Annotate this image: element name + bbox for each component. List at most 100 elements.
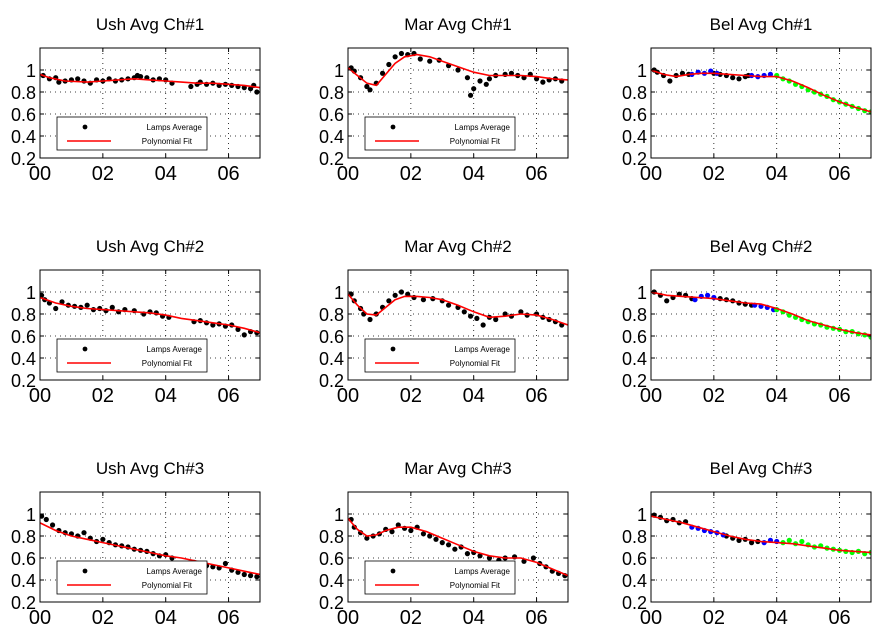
y-tick-label: 0.2 (622, 371, 647, 391)
x-tick-label: 06 (828, 607, 850, 626)
data-point (452, 546, 458, 552)
data-point (367, 316, 373, 323)
legend-label: Lamps Average (147, 345, 203, 354)
data-point (692, 297, 698, 303)
legend: Lamps Average Polynomial Fit (56, 116, 208, 151)
data-point (364, 535, 370, 541)
fit-line (40, 296, 260, 334)
x-tick-label: 04 (766, 607, 788, 626)
legend-marker-dot (82, 346, 88, 352)
legend: Lamps Average Polynomial Fit (56, 338, 208, 373)
y-tick-label: 1 (334, 61, 344, 81)
x-tick-label: 06 (525, 163, 547, 185)
y-tick-label: 0.8 (622, 527, 647, 547)
axes-frame (650, 491, 872, 603)
y-tick-label: 0.6 (319, 105, 344, 125)
y-tick-label: 0.2 (622, 149, 647, 169)
data-layer (348, 50, 568, 98)
subplot-title: Ush Avg Ch#3 (96, 459, 204, 478)
axes-frame (39, 269, 261, 381)
data-layer (348, 289, 568, 328)
y-tick-label: 1 (26, 283, 36, 303)
data-point (40, 513, 45, 519)
data-point (398, 289, 405, 295)
data-point (405, 291, 411, 297)
subplot-8: 00 02 04 06 0.20.40.60.81 Mar Avg Ch#3 Lamps A… (319, 459, 569, 626)
data-point (518, 309, 524, 315)
data-point (493, 316, 499, 323)
data-point (486, 76, 493, 82)
data-point (40, 292, 45, 298)
y-tick-label: 0.6 (319, 549, 344, 569)
x-tick-label: 04 (155, 385, 177, 407)
axes-frame (347, 269, 569, 381)
y-tick-label: 0.4 (319, 349, 344, 369)
data-point (464, 75, 471, 81)
data-point (480, 322, 486, 328)
data-layer (348, 516, 568, 579)
x-tick-label: 02 (703, 385, 725, 407)
data-point (667, 78, 673, 84)
legend-label: Polynomial Fit (142, 581, 193, 590)
legend: Lamps Average Polynomial Fit (364, 338, 516, 373)
data-point (389, 529, 395, 535)
axes-frame (347, 47, 569, 159)
legend-box (56, 338, 208, 373)
x-tick-label: 02 (92, 385, 114, 407)
x-tick-label: 04 (463, 385, 485, 407)
data-point (748, 540, 755, 546)
y-tick-label: 0.6 (11, 105, 36, 125)
x-tick-label: 02 (400, 607, 422, 626)
legend-label: Lamps Average (455, 345, 511, 354)
x-tick-label: 06 (525, 385, 547, 407)
y-tick-label: 0.8 (319, 527, 344, 547)
y-tick-label: 1 (637, 61, 647, 81)
data-point (477, 553, 483, 559)
fit-line (40, 73, 260, 89)
data-point (49, 522, 56, 528)
data-point (392, 292, 398, 298)
subplot-4: 00 02 04 06 0.20.40.60.81 Ush Avg Ch#2 Lamps A… (11, 237, 261, 407)
subplot-title: Ush Avg Ch#2 (96, 237, 204, 256)
y-tick-label: 0.8 (319, 305, 344, 325)
x-tick-label: 04 (155, 163, 177, 185)
subplot-title: Mar Avg Ch#2 (404, 237, 511, 256)
data-point (364, 83, 370, 90)
x-tick-label: 00 (640, 163, 662, 185)
x-tick-label: 04 (463, 163, 485, 185)
y-tick-label: 0.2 (11, 371, 36, 391)
legend-marker-dot (390, 124, 396, 130)
legend-marker-dot (82, 124, 88, 130)
subplot-6: 00 02 04 06 0.20.40.60.81 Bel Avg Ch#2 (622, 237, 872, 407)
y-tick-label: 0.8 (622, 83, 647, 103)
data-point (799, 538, 805, 545)
x-tick-label: 02 (400, 385, 422, 407)
axes-frame (650, 47, 872, 159)
y-tick-label: 0.4 (622, 127, 647, 147)
y-tick-label: 0.2 (319, 149, 344, 169)
data-point (433, 536, 439, 542)
subplot-title: Bel Avg Ch#2 (710, 237, 813, 256)
subplot-title: Mar Avg Ch#3 (404, 459, 511, 478)
legend-box (364, 338, 516, 373)
legend-label: Polynomial Fit (450, 359, 501, 368)
x-tick-label: 06 (828, 163, 850, 185)
x-tick-label: 06 (217, 163, 239, 185)
data-point (379, 70, 386, 76)
legend-label: Polynomial Fit (142, 137, 193, 146)
x-tick-label: 02 (703, 607, 725, 626)
legend-label: Polynomial Fit (450, 581, 501, 590)
data-point (467, 313, 474, 319)
data-point (530, 555, 537, 561)
fit-line (348, 293, 568, 326)
data-point (540, 79, 546, 85)
data-point (664, 298, 670, 304)
legend-box (56, 116, 208, 151)
data-point (100, 536, 106, 542)
data-point (137, 74, 144, 80)
x-tick-label: 00 (29, 163, 51, 185)
data-point (730, 75, 736, 81)
subplot-9: 00 02 04 06 0.20.40.60.81 Bel Avg Ch#3 (622, 459, 872, 626)
y-tick-label: 0.8 (11, 305, 36, 325)
